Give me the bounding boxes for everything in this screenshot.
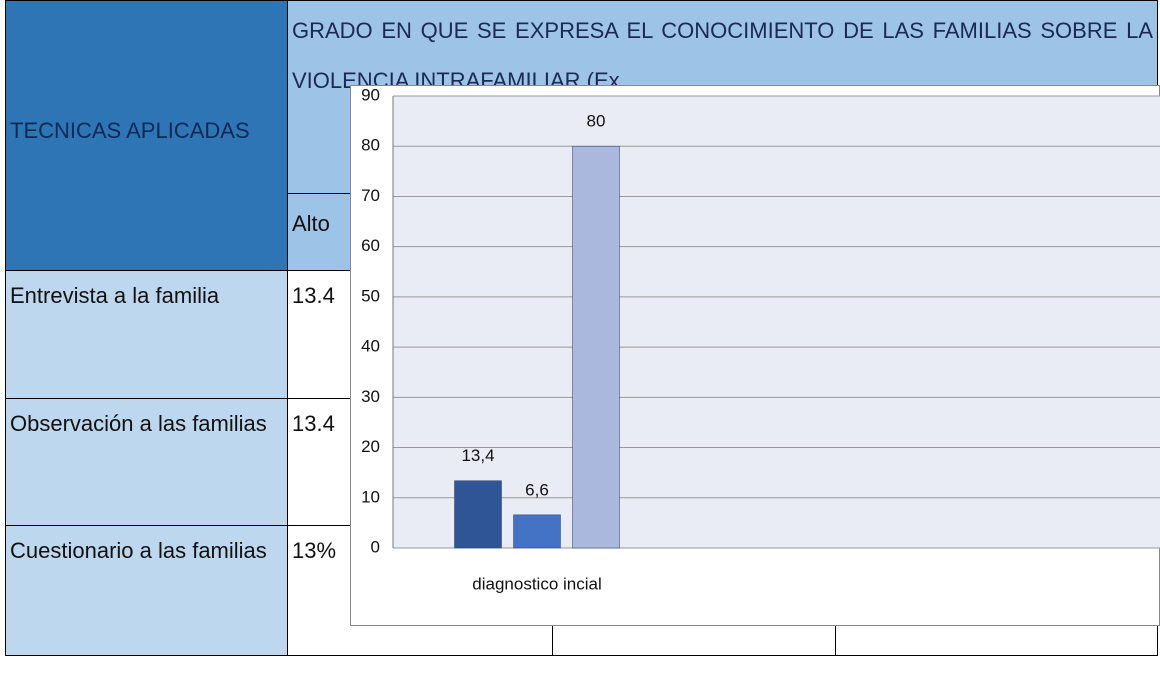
x-tick-label: diagnostico incial — [472, 574, 601, 593]
y-tick-label: 90 — [361, 85, 380, 104]
technique-cell: Cuestionario a las familias — [5, 525, 288, 656]
y-tick-label: 30 — [361, 387, 380, 406]
y-tick-label: 40 — [361, 337, 380, 356]
bar — [572, 145, 620, 549]
y-tick-label: 0 — [371, 537, 380, 556]
chart: 0 10 20 30 40 50 60 70 80 90 diagnostico incial 13,… — [350, 85, 1160, 626]
plot-area — [393, 96, 1160, 548]
y-tick-label: 50 — [361, 286, 380, 305]
bar — [513, 514, 561, 549]
data-label: 6,6 — [525, 480, 549, 499]
header-technique: TECNICAS APLICADAS — [5, 0, 288, 271]
bar — [454, 480, 502, 549]
y-tick-label: 60 — [361, 236, 380, 255]
technique-cell: Observación a las familias — [5, 398, 288, 526]
y-tick-label: 80 — [361, 136, 380, 155]
technique-cell: Entrevista a la familia — [5, 270, 288, 399]
y-tick-label: 70 — [361, 186, 380, 205]
y-tick-label: 10 — [361, 487, 380, 506]
data-label: 80 — [587, 112, 606, 131]
data-label: 13,4 — [461, 446, 494, 465]
y-tick-label: 20 — [361, 437, 380, 456]
